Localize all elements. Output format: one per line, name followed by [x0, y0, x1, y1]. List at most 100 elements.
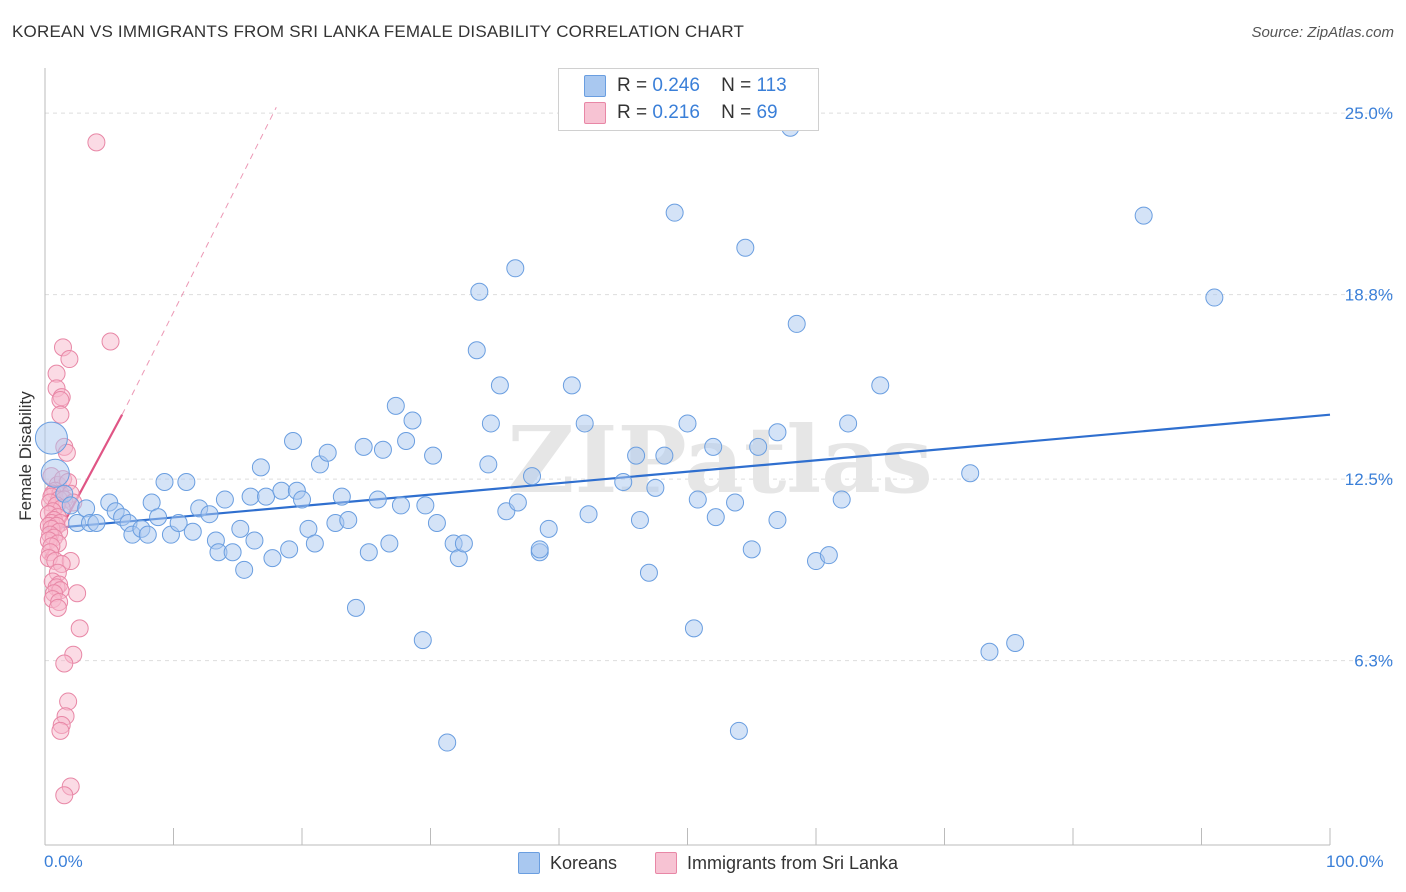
srilanka-point-8 — [51, 405, 70, 424]
korean-point-90 — [704, 437, 723, 456]
korean-point-110 — [1205, 288, 1224, 307]
legend-item-srilanka[interactable]: Immigrants from Sri Lanka — [655, 852, 898, 874]
korean-point-43 — [318, 443, 337, 462]
korean-point-107 — [980, 642, 999, 661]
korean-point-78 — [575, 414, 594, 433]
korean-point-51 — [373, 440, 392, 459]
srilanka-point-52 — [68, 584, 87, 603]
korean-point-32 — [251, 458, 270, 477]
srilanka-point-0 — [87, 133, 106, 152]
korean-point-92 — [726, 493, 745, 512]
korean-point-87 — [678, 414, 697, 433]
correlation-legend: R = 0.246 N = 113 R = 0.216 N = 69 — [558, 68, 819, 131]
korean-swatch — [584, 75, 606, 97]
korean-point-104 — [839, 414, 858, 433]
srilanka-point-55 — [48, 598, 67, 617]
korean-point-54 — [391, 496, 410, 515]
korean-point-35 — [272, 481, 291, 500]
korean-point-76 — [539, 519, 558, 538]
korean-point-16 — [149, 508, 168, 527]
korean-point-91 — [706, 508, 725, 527]
legend-label-srilanka: Immigrants from Sri Lanka — [687, 852, 899, 873]
korean-point-86 — [665, 203, 684, 222]
korean-point-45 — [332, 487, 351, 506]
korean-point-19 — [169, 513, 188, 532]
korean-point-55 — [397, 432, 416, 451]
korean-point-69 — [490, 376, 509, 395]
srilanka-point-58 — [55, 654, 74, 673]
korean-point-29 — [235, 560, 254, 579]
korean-point-81 — [627, 446, 646, 465]
korean-point-50 — [368, 490, 387, 509]
korean-point-49 — [359, 543, 378, 562]
korean-point-61 — [438, 733, 457, 752]
korean-point-41 — [305, 534, 324, 553]
korean-point-83 — [639, 563, 658, 582]
korean-point-95 — [742, 540, 761, 559]
grid-lines — [45, 112, 1395, 662]
x-tick-min: 0.0% — [44, 852, 83, 871]
x-tick-max: 100.0% — [1326, 852, 1384, 871]
korean-point-31 — [245, 531, 264, 550]
korean-point-23 — [200, 505, 219, 524]
legend-item-koreans[interactable]: Koreans — [518, 852, 617, 874]
y-tick-label-3: 25.0% — [1345, 104, 1393, 123]
korean-point-52 — [380, 534, 399, 553]
korean-point-14 — [138, 525, 157, 544]
korean-point-3 — [61, 496, 80, 515]
korean-point-94 — [736, 238, 755, 257]
n-label: N = — [721, 102, 752, 123]
korean-point-53 — [386, 396, 405, 415]
korean-point-27 — [223, 543, 242, 562]
korean-point-21 — [183, 522, 202, 541]
korean-trend-line — [44, 413, 1331, 530]
korean-point-97 — [768, 423, 787, 442]
korean-point-109 — [1134, 206, 1153, 225]
korean-point-7 — [87, 513, 106, 532]
r-label: R = — [617, 75, 648, 96]
korean-point-106 — [961, 464, 980, 483]
korean-point-60 — [427, 513, 446, 532]
korean-point-20 — [177, 472, 196, 491]
korean-point-65 — [467, 341, 486, 360]
korean-point-57 — [413, 631, 432, 650]
korean-point-68 — [481, 414, 500, 433]
korean-point-66 — [470, 282, 489, 301]
srilanka-points — [39, 133, 120, 805]
r-value: 0.216 — [652, 102, 700, 123]
r-value: 0.246 — [652, 75, 700, 96]
korean-point-89 — [688, 490, 707, 509]
korean-point-103 — [832, 490, 851, 509]
korean-point-58 — [416, 496, 435, 515]
series-legend: Koreans Immigrants from Sri Lanka — [0, 852, 1406, 878]
korean-point-67 — [479, 455, 498, 474]
source-label: Source: ZipAtlas.com — [1251, 24, 1394, 41]
korean-point-93 — [729, 721, 748, 740]
korean-point-96 — [749, 437, 768, 456]
korean-point-88 — [684, 619, 703, 638]
n-value: 113 — [756, 75, 787, 96]
srilanka-swatch — [655, 852, 677, 874]
n-label: N = — [721, 75, 752, 96]
srilanka-point-62 — [51, 721, 70, 740]
srilanka-point-56 — [70, 619, 89, 638]
n-value: 69 — [756, 102, 778, 123]
korean-point-72 — [508, 493, 527, 512]
korean-point-56 — [403, 411, 422, 430]
korean-point-108 — [1006, 634, 1025, 653]
korean-point-26 — [215, 490, 234, 509]
korean-point-105 — [871, 376, 890, 395]
chart-title: KOREAN VS IMMIGRANTS FROM SRI LANKA FEMA… — [12, 22, 745, 41]
y-tick-labels: 6.3% 12.5% 18.8% 25.0% — [1345, 104, 1393, 670]
srilanka-point-59 — [59, 692, 78, 711]
korean-point-79 — [579, 505, 598, 524]
korean-point-77 — [562, 376, 581, 395]
korean-point-102 — [819, 546, 838, 565]
korean-point-17 — [155, 472, 174, 491]
y-tick-label-0: 6.3% — [1354, 652, 1393, 671]
korean-point-100 — [787, 314, 806, 333]
korean-swatch — [518, 852, 540, 874]
srilanka-point-3 — [60, 350, 79, 369]
korean-point-28 — [231, 519, 250, 538]
